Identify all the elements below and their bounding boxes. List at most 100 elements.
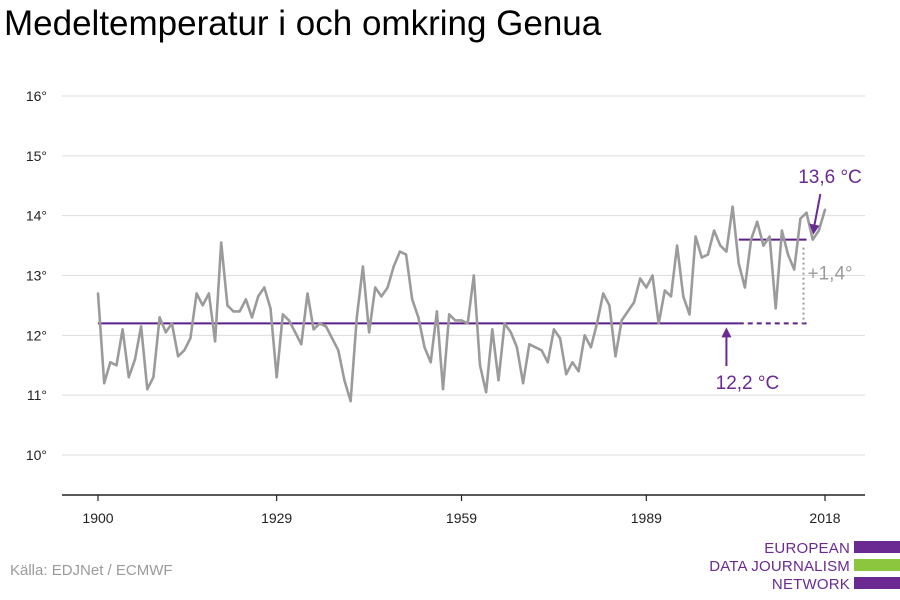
- y-tick-label: 11°: [27, 387, 47, 403]
- data-point: [170, 322, 174, 325]
- data-point: [146, 387, 149, 391]
- data-point: [466, 322, 469, 325]
- data-point: [386, 286, 389, 289]
- data-point: [429, 361, 432, 364]
- data-point: [96, 292, 100, 295]
- data-point: [232, 310, 235, 313]
- data-point: [682, 295, 685, 298]
- data-point: [411, 298, 414, 301]
- data-point: [392, 265, 395, 268]
- low-label: 12,2 °C: [716, 373, 780, 394]
- data-point: [337, 349, 340, 352]
- source-credit: Källa: EDJNet / ECMWF: [10, 562, 173, 579]
- data-point: [725, 250, 728, 253]
- logo-line-3: NETWORK: [771, 576, 850, 593]
- data-point: [244, 298, 248, 301]
- data-point: [158, 316, 161, 319]
- edjnet-logo[interactable]: EUROPEAN DATA JOURNALISM NETWORK: [700, 538, 900, 596]
- data-point: [756, 220, 759, 223]
- data-point: [749, 238, 753, 241]
- x-axis: 1900 1929 1959 1989 2018: [62, 494, 865, 526]
- y-tick-label: 15°: [26, 148, 47, 164]
- data-point: [361, 265, 365, 268]
- data-point: [417, 316, 420, 319]
- data-point: [786, 253, 790, 256]
- data-point: [213, 340, 217, 343]
- data-point: [700, 256, 703, 259]
- data-point: [238, 310, 241, 313]
- data-point: [534, 346, 537, 349]
- data-point: [799, 217, 802, 220]
- data-point: [441, 387, 445, 391]
- data-point: [657, 322, 660, 325]
- data-point: [712, 229, 716, 232]
- y-tick-label: 10°: [26, 447, 47, 463]
- data-point: [349, 399, 352, 403]
- data-point: [454, 319, 457, 322]
- data-point: [281, 313, 285, 316]
- data-point: [189, 337, 192, 340]
- data-point: [330, 337, 334, 340]
- data-point: [571, 361, 574, 364]
- data-point: [491, 328, 494, 331]
- data-point: [577, 370, 580, 373]
- data-point: [509, 331, 512, 334]
- data-point: [324, 325, 328, 328]
- data-point: [620, 319, 623, 322]
- data-point: [220, 241, 223, 244]
- data-point: [583, 334, 586, 337]
- y-tick-label: 16°: [26, 88, 47, 104]
- data-point: [602, 292, 605, 295]
- data-point: [688, 313, 691, 316]
- data-point: [275, 376, 278, 379]
- data-point: [207, 292, 211, 295]
- data-point: [774, 307, 777, 310]
- logo-line-1: EUROPEAN: [764, 540, 850, 557]
- data-point: [737, 262, 740, 265]
- low-arrow-head: [721, 327, 732, 338]
- data-point: [503, 322, 506, 325]
- data-point: [768, 235, 771, 238]
- data-point: [367, 331, 371, 334]
- grid-lines: [62, 95, 865, 456]
- data-point: [515, 346, 519, 349]
- data-point: [608, 304, 611, 307]
- data-point: [256, 295, 260, 298]
- data-point: [565, 373, 568, 376]
- data-point: [306, 292, 309, 295]
- data-point: [447, 313, 451, 316]
- data-point: [540, 349, 543, 352]
- data-point: [127, 376, 131, 379]
- data-point: [121, 328, 124, 331]
- data-point: [183, 349, 186, 352]
- data-point: [497, 379, 500, 382]
- data-point: [355, 316, 358, 319]
- data-point: [472, 274, 476, 277]
- data-point: [694, 235, 697, 238]
- data-point: [139, 325, 143, 328]
- data-point: [343, 379, 346, 382]
- data-point: [719, 244, 722, 247]
- data-point: [811, 238, 814, 241]
- data-point: [528, 343, 531, 346]
- data-point: [226, 304, 229, 307]
- data-point: [632, 301, 636, 304]
- data-point: [645, 286, 648, 289]
- y-tick-label: 14°: [26, 208, 47, 224]
- data-point: [638, 277, 642, 280]
- data-point: [552, 328, 556, 331]
- chart-title: Medeltemperatur i och omkring Genua: [4, 4, 602, 43]
- y-axis: 10° 11° 12° 13° 14° 15° 16°: [26, 88, 47, 463]
- x-tick-label: 1900: [82, 510, 113, 526]
- annotations: +1,4° 12,2 °C 13,6 °C: [716, 167, 862, 394]
- data-point: [102, 382, 106, 385]
- logo-bar-purple-top: [854, 541, 900, 553]
- data-point: [669, 295, 673, 298]
- data-point: [675, 244, 679, 247]
- x-tick-label: 2018: [809, 510, 840, 526]
- data-point: [287, 319, 291, 322]
- data-point: [706, 253, 710, 256]
- logo-bar-green: [854, 559, 900, 571]
- data-point: [460, 319, 463, 322]
